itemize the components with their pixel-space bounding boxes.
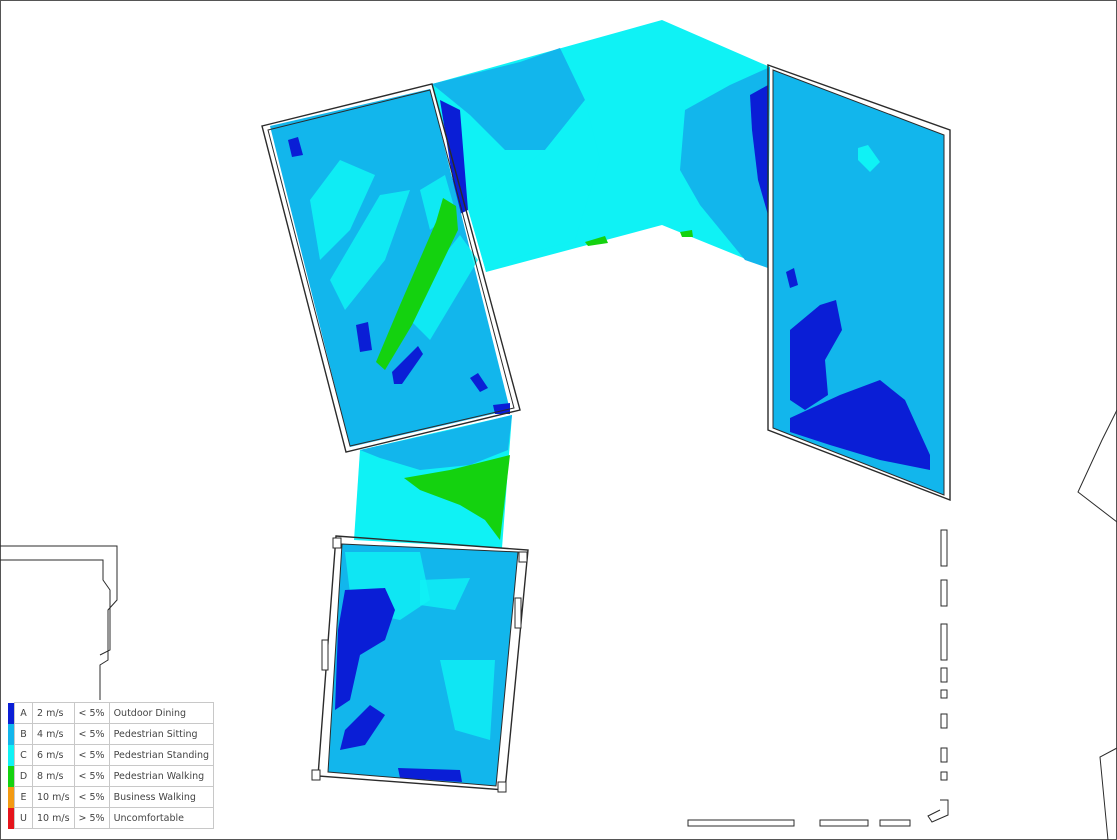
legend-label: Business Walking: [108, 786, 215, 808]
dashed-wall-lower-right: [687, 529, 949, 827]
middle-connector-panel: [354, 415, 512, 548]
right-panel-inner-outline: [772, 69, 945, 496]
right-panel-outline: [767, 64, 951, 502]
legend-frequency: < 5%: [73, 786, 110, 808]
legend-speed: 10 m/s: [32, 786, 75, 808]
building-outline-right: [1077, 409, 1117, 840]
lower-left-panel-inner-outline: [327, 543, 519, 787]
upper-left-panel-outline: [261, 83, 521, 453]
legend-swatch: [8, 807, 15, 829]
legend-swatch: [8, 702, 15, 724]
legend-speed: 2 m/s: [32, 702, 75, 724]
legend-code: D: [14, 765, 33, 787]
legend-speed: 10 m/s: [32, 807, 75, 829]
legend-frequency: < 5%: [73, 723, 110, 745]
legend-code: B: [14, 723, 33, 745]
legend-code: U: [14, 807, 33, 829]
building-outline-left: [0, 545, 118, 700]
legend-label: Uncomfortable: [108, 807, 215, 829]
legend-speed: 6 m/s: [32, 744, 75, 766]
legend-row: U 10 m/s > 5% Uncomfortable: [8, 807, 215, 829]
legend-row: E 10 m/s < 5% Business Walking: [8, 786, 215, 808]
legend-swatch: [8, 723, 15, 745]
legend-code: E: [14, 786, 33, 808]
legend-label: Pedestrian Standing: [108, 744, 215, 766]
right-panel: [773, 70, 944, 495]
legend-label: Pedestrian Walking: [108, 765, 215, 787]
legend-code: C: [14, 744, 33, 766]
legend-frequency: > 5%: [73, 807, 110, 829]
legend-label: Pedestrian Sitting: [108, 723, 215, 745]
legend-frequency: < 5%: [73, 702, 110, 724]
legend-frequency: < 5%: [73, 744, 110, 766]
upper-left-panel-inner-outline: [267, 89, 515, 447]
legend-frequency: < 5%: [73, 765, 110, 787]
upper-left-panel: [270, 89, 510, 447]
legend-code: A: [14, 702, 33, 724]
roof-panel: [432, 20, 770, 272]
lower-left-panel-brackets: [311, 537, 528, 793]
legend-speed: 4 m/s: [32, 723, 75, 745]
legend-swatch: [8, 744, 15, 766]
lower-left-panel: [328, 544, 518, 786]
legend-label: Outdoor Dining: [108, 702, 215, 724]
legend-swatch: [8, 765, 15, 787]
legend-swatch: [8, 786, 15, 808]
legend-speed: 8 m/s: [32, 765, 75, 787]
